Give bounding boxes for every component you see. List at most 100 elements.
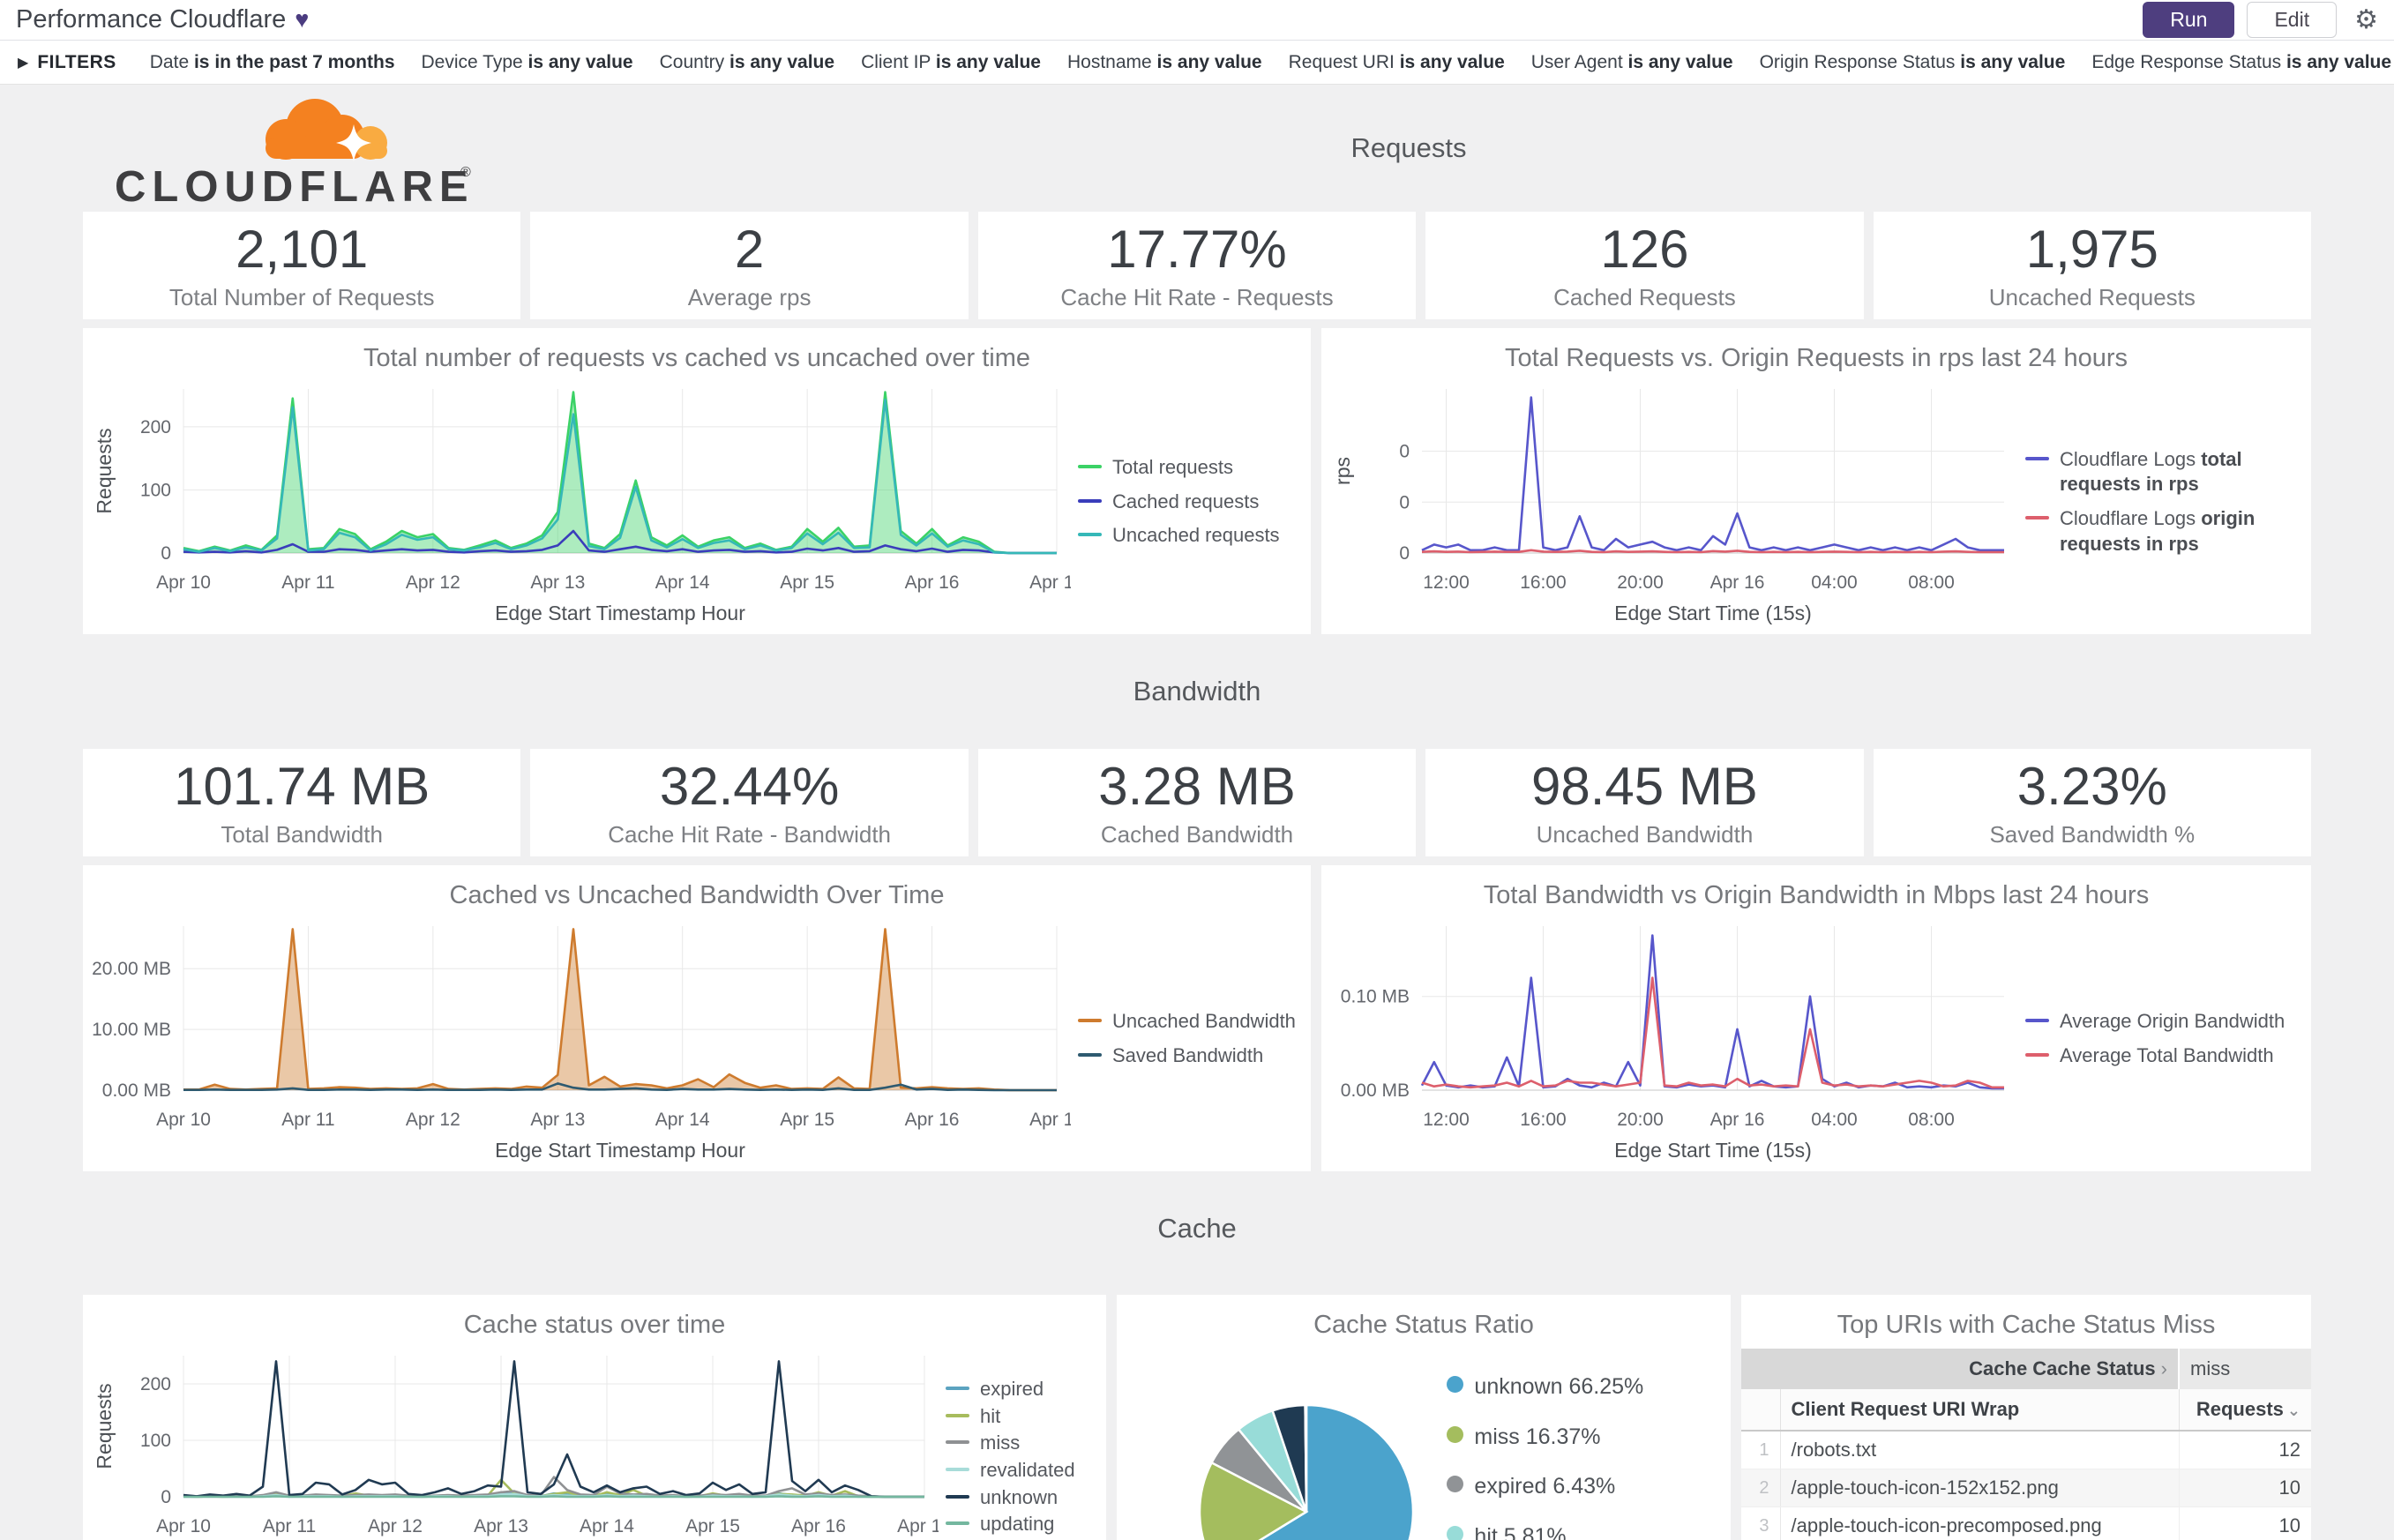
chevron-right-icon: › <box>2160 1357 2167 1379</box>
tile-uncached-bandwidth[interactable]: 98.45 MB Uncached Bandwidth <box>1425 749 1864 856</box>
chart-title: Total Bandwidth vs Origin Bandwidth in M… <box>1483 881 2150 909</box>
svg-text:Apr 14: Apr 14 <box>655 1110 710 1130</box>
svg-text:0: 0 <box>161 1487 171 1507</box>
tile-average-rps[interactable]: 2 Average rps <box>530 212 969 319</box>
legend-dot <box>1447 1425 1464 1443</box>
svg-text:0: 0 <box>1399 442 1410 462</box>
svg-text:08:00: 08:00 <box>1908 572 1955 593</box>
heart-icon: ♥ <box>295 6 310 33</box>
tile-uncached-requests[interactable]: 1,975 Uncached Requests <box>1873 212 2312 319</box>
table-row[interactable]: 1/robots.txt 12 <box>1741 1431 2311 1469</box>
filter-request-uri[interactable]: Request URI is any value <box>1288 51 1505 72</box>
chart-title: Cache status over time <box>463 1311 726 1339</box>
svg-text:0.00 MB: 0.00 MB <box>1341 1080 1410 1101</box>
filters-toggle[interactable]: ▶ FILTERS <box>18 52 116 73</box>
tile-cached-requests[interactable]: 126 Cached Requests <box>1425 212 1864 319</box>
chart-card-bandwidth-24h[interactable]: Total Bandwidth vs Origin Bandwidth in M… <box>1321 865 2311 1171</box>
svg-text:0.00 MB: 0.00 MB <box>102 1080 171 1101</box>
filter-edge-response-status[interactable]: Edge Response Status is any value <box>2091 51 2392 72</box>
svg-text:Edge Start Time (15s): Edge Start Time (15s) <box>1614 602 1812 624</box>
chart-card-cache-status-over-time[interactable]: Cache status over time 0 100 200 Apr 10 Apr … <box>83 1295 1106 1540</box>
svg-text:04:00: 04:00 <box>1811 572 1858 593</box>
svg-text:Apr 12: Apr 12 <box>368 1516 423 1536</box>
chart-card-cache-status-ratio[interactable]: Cache Status Ratio unknown 66.25% miss 1… <box>1117 1295 1731 1540</box>
svg-text:Apr 17: Apr 17 <box>1029 572 1071 593</box>
table-row[interactable]: 2/apple-touch-icon-152x152.png 10 <box>1741 1469 2311 1507</box>
svg-text:200: 200 <box>140 1374 171 1394</box>
tile-saved-bandwidth-pct[interactable]: 3.23% Saved Bandwidth % <box>1873 749 2312 856</box>
col-header-uri[interactable]: Client Request URI Wrap <box>1780 1389 2179 1432</box>
svg-text:0: 0 <box>1399 543 1410 564</box>
filter-hostname[interactable]: Hostname is any value <box>1066 51 1262 72</box>
requests-band: CLOUDFLARE ® Requests <box>83 85 2311 212</box>
section-title-bandwidth: Bandwidth <box>1133 676 1261 706</box>
svg-text:Apr 16: Apr 16 <box>905 1110 960 1130</box>
run-button[interactable]: Run <box>2143 2 2235 38</box>
table-title: Top URIs with Cache Status Miss <box>1837 1311 2216 1339</box>
filter-user-agent[interactable]: User Agent is any value <box>1530 51 1733 72</box>
filter-date[interactable]: Date is in the past 7 months <box>149 51 395 72</box>
svg-text:Apr 15: Apr 15 <box>780 572 834 593</box>
tile-cache-hit-rate-requests[interactable]: 17.77% Cache Hit Rate - Requests <box>977 212 1417 319</box>
svg-text:Edge Start Timestamp Hour: Edge Start Timestamp Hour <box>495 602 745 624</box>
chart-card-requests-over-time[interactable]: Total number of requests vs cached vs un… <box>83 328 1311 634</box>
svg-text:Apr 10: Apr 10 <box>156 1516 211 1536</box>
filter-origin-response-status[interactable]: Origin Response Status is any value <box>1759 51 2066 72</box>
svg-text:Apr 11: Apr 11 <box>281 1110 334 1130</box>
tile-total-requests[interactable]: 2,101 Total Number of Requests <box>83 212 521 319</box>
svg-text:08:00: 08:00 <box>1908 1110 1955 1130</box>
col-header-requests[interactable]: Requests ⌄ <box>2178 1389 2311 1432</box>
svg-text:100: 100 <box>140 1431 171 1451</box>
filters-label: FILTERS <box>37 51 116 72</box>
svg-text:Apr 16: Apr 16 <box>1710 572 1765 593</box>
requests-over-time-legend: Total requests Cached requests Uncached … <box>1071 455 1280 549</box>
svg-text:20:00: 20:00 <box>1617 572 1664 593</box>
bandwidth-over-time-chart: 0.00 MB 10.00 MB 20.00 MB Apr 10 Apr 11 Apr 1… <box>92 912 1084 1166</box>
svg-text:®: ® <box>460 165 471 180</box>
cache-status-legend: expired hit miss revalidated unknown upd… <box>939 1377 1075 1537</box>
svg-text:Apr 16: Apr 16 <box>1710 1110 1765 1130</box>
table-card-top-uris[interactable]: Top URIs with Cache Status Miss Cache Ca… <box>1741 1295 2311 1540</box>
legend-dot <box>1447 1376 1464 1393</box>
tile-total-bandwidth[interactable]: 101.74 MB Total Bandwidth <box>83 749 521 856</box>
caret-right-icon: ▶ <box>18 55 29 71</box>
filter-country[interactable]: Country is any value <box>659 51 835 72</box>
legend-swatch <box>946 1440 969 1445</box>
svg-text:Apr 10: Apr 10 <box>156 1110 211 1130</box>
tile-cached-bandwidth[interactable]: 3.28 MB Cached Bandwidth <box>977 749 1417 856</box>
svg-text:Apr 17: Apr 17 <box>1029 1110 1071 1130</box>
svg-text:Apr 13: Apr 13 <box>530 1110 585 1130</box>
svg-text:20:00: 20:00 <box>1617 1110 1664 1130</box>
svg-text:10.00 MB: 10.00 MB <box>92 1020 171 1040</box>
svg-text:Apr 15: Apr 15 <box>780 1110 834 1130</box>
svg-text:Edge Start Time (15s): Edge Start Time (15s) <box>1614 1139 1812 1162</box>
section-title-requests: Requests <box>1350 132 1467 163</box>
svg-text:Apr 16: Apr 16 <box>791 1516 846 1536</box>
legend-swatch <box>946 1413 969 1417</box>
svg-text:200: 200 <box>140 417 171 437</box>
pivot-value-miss[interactable]: miss <box>2178 1349 2311 1389</box>
tile-cache-hit-rate-bandwidth[interactable]: 32.44% Cache Hit Rate - Bandwidth <box>530 749 969 856</box>
svg-text:100: 100 <box>140 480 171 500</box>
cache-status-ratio-legend: unknown 66.25% miss 16.37% expired 6.43%… <box>1440 1366 1650 1540</box>
table-row[interactable]: 3/apple-touch-icon-precomposed.png 10 <box>1741 1506 2311 1540</box>
gear-icon[interactable]: ⚙ <box>2354 5 2378 34</box>
filter-device-type[interactable]: Device Type is any value <box>421 51 633 72</box>
svg-text:rps: rps <box>1331 457 1354 485</box>
legend-swatch <box>1078 533 1102 537</box>
top-bar: Performance Cloudflare ♥ Run Edit ⚙ <box>0 0 2394 41</box>
filter-client-ip[interactable]: Client IP is any value <box>861 51 1041 72</box>
svg-text:Apr 11: Apr 11 <box>281 572 334 593</box>
svg-text:Apr 10: Apr 10 <box>156 572 211 593</box>
svg-text:16:00: 16:00 <box>1520 572 1567 593</box>
chart-card-bandwidth-over-time[interactable]: Cached vs Uncached Bandwidth Over Time 0… <box>83 865 1311 1171</box>
svg-text:Edge Start Timestamp Hour: Edge Start Timestamp Hour <box>495 1139 745 1162</box>
cloudflare-cloud-icon <box>266 99 387 161</box>
svg-text:16:00: 16:00 <box>1520 1110 1567 1130</box>
svg-text:Apr 13: Apr 13 <box>474 1516 528 1536</box>
svg-text:Apr 14: Apr 14 <box>655 572 710 593</box>
legend-swatch <box>1078 498 1102 503</box>
edit-button[interactable]: Edit <box>2247 2 2338 38</box>
legend-dot <box>1447 1476 1464 1492</box>
chart-card-rps-24h[interactable]: Total Requests vs. Origin Requests in rp… <box>1321 328 2311 634</box>
